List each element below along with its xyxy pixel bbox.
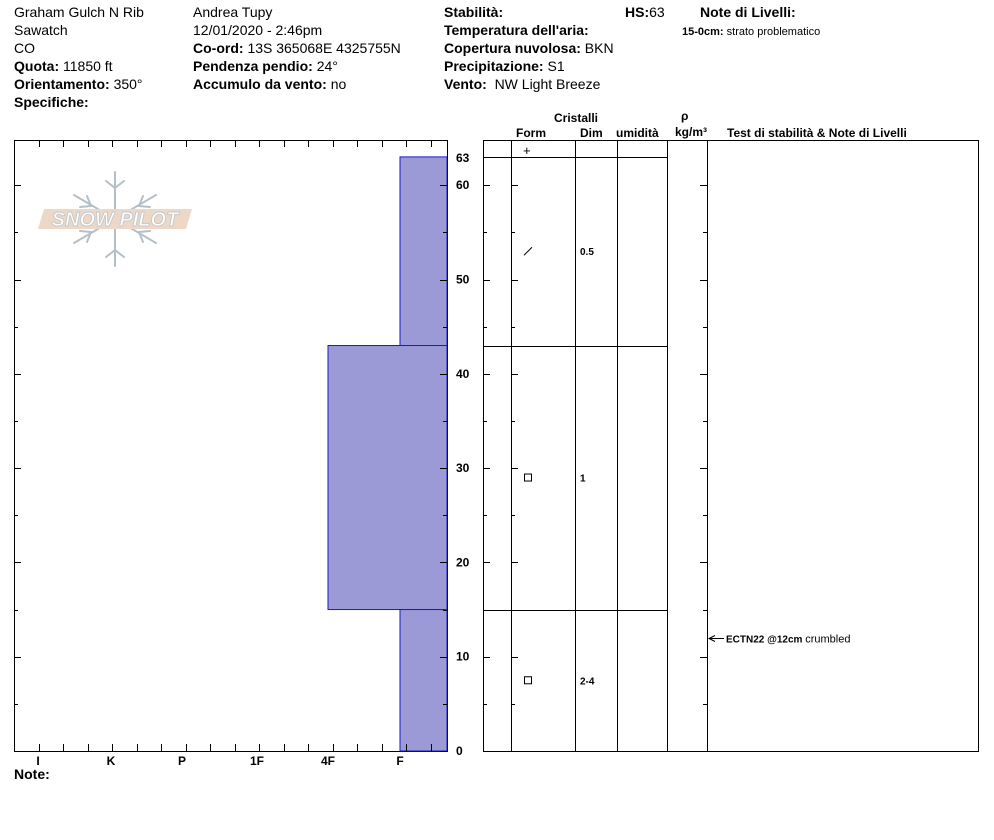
depth-label-60: 60 (456, 178, 470, 192)
wind-value: NW Light Breeze (494, 76, 601, 92)
grain-size-0: 0.5 (580, 247, 594, 258)
coordinates: Co-ord: 13S 365068E 4325755N (193, 40, 401, 56)
test-arrow-icon (707, 635, 716, 642)
hardness-label-P: P (178, 754, 186, 768)
hardness-bar-0 (399, 156, 448, 347)
snow-pilot-logo-text: SNOW PILOT (52, 209, 180, 231)
test-comment: crumbled (805, 634, 850, 646)
hardness-axis-labels: I K P 1F 4F F (36, 754, 403, 768)
layer-note-depth: 15-0cm: (682, 26, 724, 38)
wind-label: Vento: (444, 76, 487, 92)
hardness-label-K: K (107, 754, 116, 768)
sky-value: BKN (584, 40, 614, 56)
elevation-value: 11850 ft (63, 58, 113, 74)
hs-value: 63 (649, 4, 665, 20)
layer-table-frame (483, 140, 979, 752)
grain-size-1: 1 (580, 474, 586, 485)
snow-height: HS:63 (625, 4, 665, 20)
depth-label-10: 10 (456, 650, 470, 664)
new-snow-symbol-icon: + (523, 143, 531, 158)
slope-value: 24° (316, 58, 338, 74)
wind-loading-value: no (330, 76, 347, 92)
layer-notes-label: Note di Livelli: (700, 4, 796, 20)
coord-label: Co-ord: (193, 40, 244, 56)
crystals-header: Cristalli (554, 111, 599, 125)
faceted-grain-icon (524, 473, 532, 482)
elevation: Quota: 11850 ft (14, 58, 113, 74)
rho-header: ρ (681, 109, 689, 123)
stability-label: Stabilità: (444, 4, 504, 20)
depth-label-40: 40 (456, 367, 470, 381)
density-unit-header: kg/m³ (675, 125, 708, 139)
note-label: Note: (14, 766, 50, 782)
form-header: Form (516, 126, 546, 140)
depth-label-20: 20 (456, 555, 470, 569)
stability-tests: ECTN22 @12cm crumbled (707, 634, 850, 646)
hardness-label-1F: 1F (250, 754, 264, 768)
datetime: 12/01/2020 - 2:46pm (193, 22, 323, 38)
test-code: ECTN22 @12cm (726, 635, 805, 646)
precip-value: S1 (547, 58, 565, 74)
stability-notes-header: Test di stabilità & Note di Livelli (727, 126, 907, 140)
hardness-label-4F: 4F (321, 754, 335, 768)
wind-loading-label: Accumulo da vento: (193, 76, 327, 92)
depth-label-63: 63 (456, 151, 470, 165)
sky-label: Copertura nuvolosa: (444, 40, 581, 56)
location: Graham Gulch N Rib (14, 4, 144, 20)
stability-test-0: ECTN22 @12cm crumbled (726, 634, 850, 646)
hardness-label-I: I (36, 754, 39, 768)
specifics-label: Specifiche: (14, 94, 89, 110)
wind: Vento: NW Light Breeze (444, 76, 600, 92)
hardness-bar-1 (327, 345, 448, 611)
hs-label: HS: (625, 4, 650, 20)
dim-header: Dim (580, 126, 603, 140)
layer-table-ticks (483, 185, 707, 752)
air-temp-label: Temperatura dell'aria: (444, 22, 589, 38)
grain-size-2: 2-4 (580, 676, 595, 687)
state: CO (14, 40, 35, 56)
layer-note-text: strato problematico (726, 26, 821, 38)
slope-label: Pendenza pendio: (193, 58, 313, 74)
wind-loading: Accumulo da vento: no (193, 76, 346, 92)
depth-label-30: 30 (456, 461, 470, 475)
aspect-value: 350° (113, 76, 143, 92)
depth-label-0: 0 (456, 744, 463, 758)
mountain-range: Sawatch (14, 22, 68, 38)
elevation-label: Quota: (14, 58, 60, 74)
hardness-plot-ticks (14, 140, 447, 752)
aspect: Orientamento: 350° (14, 76, 143, 92)
aspect-label: Orientamento: (14, 76, 110, 92)
precip-label: Precipitazione: (444, 58, 544, 74)
snow-pilot-logo: SNOW PILOT (38, 209, 192, 231)
hardness-bars (327, 156, 448, 752)
moisture-header: umidità (616, 126, 659, 140)
depth-axis-labels: 0 10 20 30 40 50 60 63 (456, 151, 470, 758)
depth-label-50: 50 (456, 273, 470, 287)
coord-value: 13S 365068E 4325755N (247, 40, 401, 56)
observer: Andrea Tupy (193, 4, 273, 20)
faceted-grain-icon (524, 676, 532, 685)
layer-note: 15-0cm: strato problematico (682, 24, 820, 40)
precipitation: Precipitazione: S1 (444, 58, 565, 74)
sky-cover: Copertura nuvolosa: BKN (444, 40, 614, 56)
hardness-label-F: F (396, 754, 403, 768)
decomposing-grain-icon (523, 246, 533, 256)
hardness-bar-2 (399, 609, 448, 752)
slope: Pendenza pendio: 24° (193, 58, 338, 74)
